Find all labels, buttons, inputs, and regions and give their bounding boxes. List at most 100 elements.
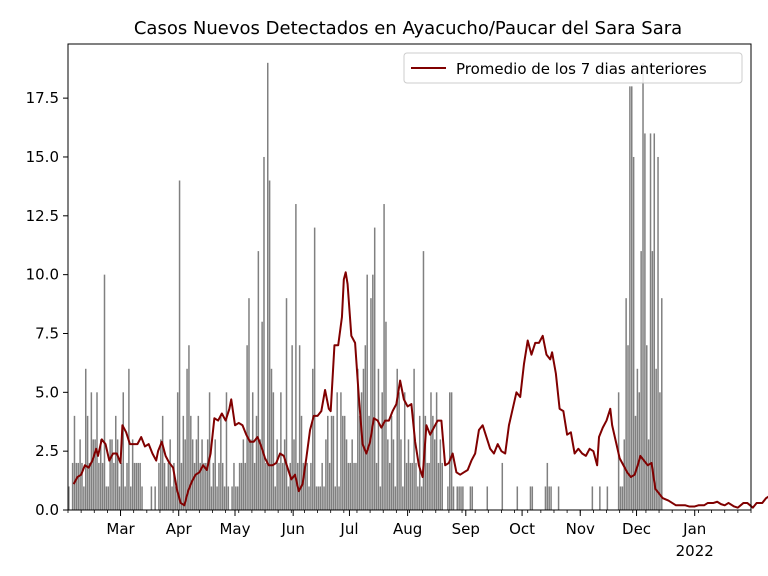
bar [235, 486, 237, 510]
bar [261, 321, 263, 510]
bar [357, 368, 359, 510]
bar [625, 298, 627, 510]
bar [387, 439, 389, 510]
bar [150, 486, 153, 510]
bar [405, 462, 408, 510]
bar [131, 439, 134, 510]
bar [282, 462, 284, 510]
bar [246, 345, 248, 510]
bar [546, 462, 549, 510]
bar [191, 439, 194, 510]
x-tick-sublabel: 2022 [676, 542, 714, 560]
x-tick-label: May [219, 520, 250, 538]
bar [186, 368, 188, 510]
bar [163, 462, 166, 510]
bar [402, 486, 404, 510]
bar [287, 486, 290, 510]
bar [379, 486, 382, 510]
bar [251, 392, 254, 510]
bar [81, 462, 83, 510]
bar [557, 486, 560, 510]
bar [313, 227, 316, 510]
bar [345, 439, 348, 510]
bar [295, 204, 297, 511]
bar [165, 486, 168, 510]
bar [657, 156, 659, 510]
bar [236, 486, 239, 510]
chart-title: Casos Nuevos Detectados en Ayacucho/Pauc… [134, 18, 682, 39]
bar [220, 415, 222, 510]
legend-entry: Promedio de los 7 dias anteriores [456, 60, 707, 78]
bar [328, 462, 331, 510]
bar [193, 462, 196, 510]
bar [173, 462, 175, 510]
bar [424, 415, 427, 510]
bar [225, 392, 228, 510]
bar [233, 462, 235, 510]
bar [462, 486, 464, 510]
bar [355, 462, 357, 510]
bar [606, 486, 609, 510]
bar [634, 415, 637, 510]
bar [210, 486, 213, 510]
bar [321, 462, 323, 510]
bar [432, 415, 434, 510]
bar [366, 274, 368, 510]
bar [137, 462, 140, 510]
bar [285, 298, 288, 510]
bar [428, 462, 430, 510]
bar [334, 486, 337, 510]
bar [169, 439, 171, 510]
bar [351, 439, 353, 510]
bar [420, 486, 423, 510]
bar [111, 439, 113, 510]
bar [231, 486, 233, 510]
bar [175, 486, 177, 510]
x-tick-label: Mar [106, 520, 135, 538]
bar [403, 392, 406, 510]
bar [255, 415, 258, 510]
bar [621, 486, 624, 510]
y-tick-label: 7.5 [35, 324, 59, 342]
bar [94, 439, 96, 510]
bar [460, 486, 462, 510]
bar [118, 486, 121, 510]
x-tick-label: Jan [682, 520, 706, 538]
bar [250, 439, 252, 510]
bar [409, 462, 412, 510]
bar [655, 368, 657, 510]
bar [661, 298, 663, 510]
bar [418, 415, 421, 510]
bar [642, 62, 644, 510]
bar [370, 298, 372, 510]
bar [308, 486, 310, 510]
bar [449, 392, 451, 510]
bar [516, 486, 519, 510]
bars-layer [68, 62, 663, 511]
bar [280, 392, 282, 510]
bar [160, 439, 162, 510]
bar [184, 439, 186, 510]
bar [349, 462, 352, 510]
bar [390, 415, 393, 510]
bar [310, 462, 312, 510]
bar [629, 86, 631, 511]
bar [300, 415, 303, 510]
bar [73, 415, 76, 510]
bar [435, 392, 438, 510]
bar [109, 439, 111, 510]
bar [124, 486, 126, 510]
bar [548, 486, 550, 510]
bar [644, 133, 646, 510]
legend: Promedio de los 7 dias anteriores [403, 52, 743, 84]
bar [375, 462, 378, 510]
moving-average-line [72, 271, 768, 509]
bar [319, 486, 322, 510]
bar [400, 439, 402, 510]
bar [274, 486, 276, 510]
bar [291, 345, 293, 510]
bar [388, 462, 391, 510]
bar [101, 462, 104, 510]
bar [141, 486, 143, 510]
bar [544, 486, 547, 510]
